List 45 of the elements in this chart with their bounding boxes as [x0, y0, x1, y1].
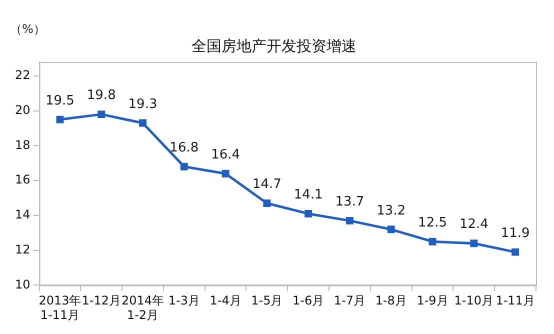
point — [346, 216, 354, 224]
data-label: 12.5 — [418, 215, 447, 230]
x-tick-label: 2014年 1-2月 — [121, 294, 164, 322]
point — [180, 162, 188, 170]
x-tick-label: 1-5月 — [251, 294, 283, 308]
y-tick-label: 14 — [14, 208, 30, 222]
y-axis-title: （%） — [10, 22, 46, 36]
data-label: 19.3 — [128, 96, 158, 112]
x-tick-label: 1-11月 — [496, 294, 535, 308]
data-label: 14.7 — [252, 177, 282, 192]
x-tick-label: 1-6月 — [292, 294, 324, 308]
data-label: 16.4 — [211, 147, 240, 162]
data-label: 11.9 — [500, 226, 530, 241]
y-tick-label: 22 — [14, 68, 30, 82]
data-label: 13.2 — [376, 203, 406, 218]
point — [512, 248, 520, 256]
point — [222, 170, 230, 178]
data-label: 19.5 — [45, 93, 74, 108]
y-tick-label: 12 — [14, 242, 30, 256]
data-label: 19.8 — [86, 88, 116, 104]
point — [139, 119, 146, 127]
point — [470, 240, 478, 248]
x-tick-label: 1-3月 — [168, 294, 200, 308]
x-tick-label: 1-9月 — [416, 294, 448, 308]
y-tick-label: 20 — [14, 102, 30, 117]
x-tick-label: 1-7月 — [334, 294, 366, 308]
data-label: 13.7 — [335, 194, 364, 210]
y-tick-label: 10 — [14, 277, 30, 292]
chart-title: 全国房地产开发投资增速 — [192, 36, 356, 55]
x-tick-label: 1-10月 — [454, 294, 494, 308]
x-tick-label: 1-8月 — [375, 294, 407, 308]
data-label: 16.8 — [170, 140, 199, 156]
data-label: 12.4 — [459, 217, 488, 232]
x-tick-label: 2013年 1-11月 — [38, 294, 82, 322]
point — [428, 238, 436, 246]
point — [98, 110, 106, 118]
point — [304, 210, 312, 218]
y-tick-label: 18 — [14, 138, 30, 152]
x-tick-label: 1-12月 — [82, 294, 121, 308]
point — [263, 200, 271, 207]
point — [56, 116, 64, 124]
x-tick-label: 1-4月 — [210, 294, 242, 308]
data-label: 14.1 — [294, 188, 323, 203]
point — [387, 226, 395, 234]
y-tick-label: 16 — [14, 172, 30, 187]
